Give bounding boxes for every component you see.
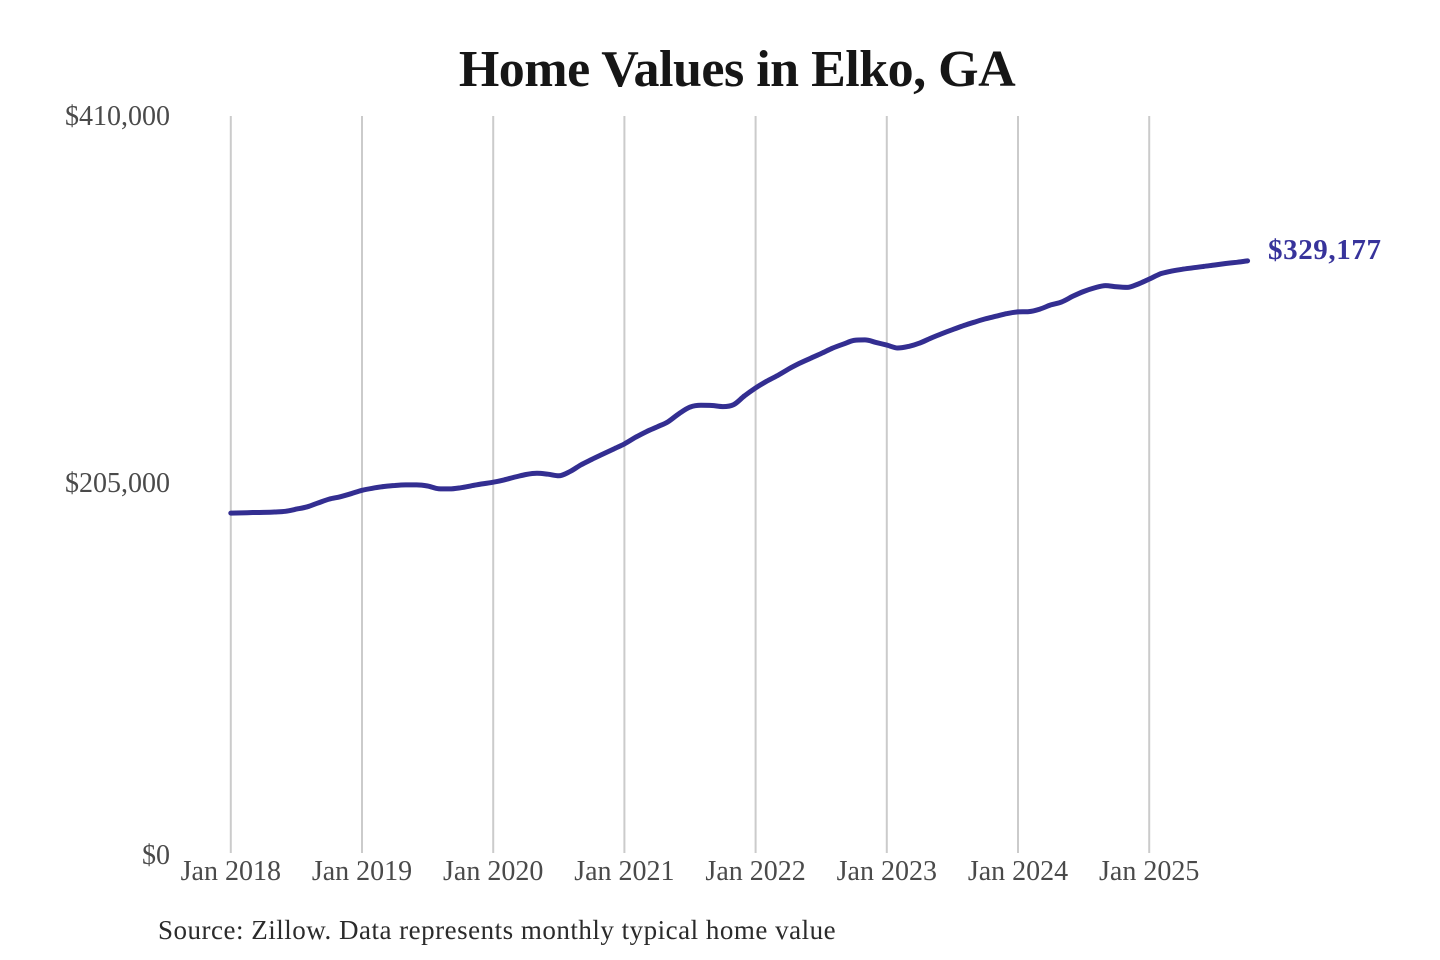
- svg-text:Jan 2022: Jan 2022: [705, 856, 805, 887]
- svg-text:$329,177: $329,177: [1268, 234, 1382, 266]
- svg-text:Jan 2025: Jan 2025: [1099, 856, 1199, 887]
- svg-text:Jan 2023: Jan 2023: [837, 856, 937, 887]
- svg-text:Jan 2024: Jan 2024: [968, 856, 1068, 887]
- svg-text:Jan 2020: Jan 2020: [443, 856, 543, 887]
- svg-text:Jan 2018: Jan 2018: [181, 856, 281, 887]
- svg-text:Source: Zillow. Data represent: Source: Zillow. Data represents monthly …: [158, 915, 836, 945]
- svg-text:$205,000: $205,000: [65, 468, 170, 499]
- svg-text:Jan 2019: Jan 2019: [312, 856, 412, 887]
- svg-text:$0: $0: [142, 840, 170, 871]
- svg-text:$410,000: $410,000: [65, 101, 170, 132]
- svg-text:Jan 2021: Jan 2021: [574, 856, 674, 887]
- svg-text:Home Values in Elko, GA: Home Values in Elko, GA: [459, 41, 1016, 98]
